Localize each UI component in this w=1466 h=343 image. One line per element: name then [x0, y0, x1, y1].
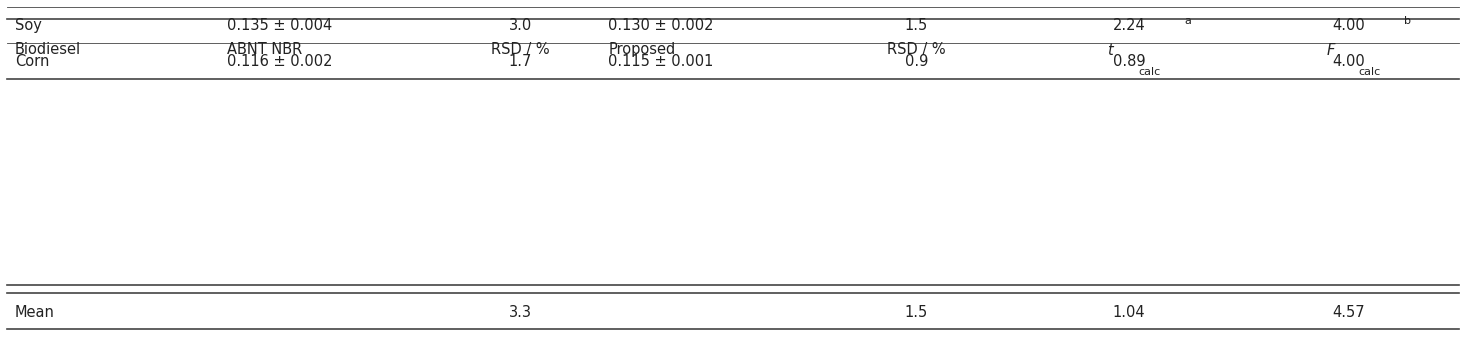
Text: 1.5: 1.5	[905, 18, 928, 33]
Text: 4.00: 4.00	[1333, 18, 1365, 33]
Text: calc: calc	[1358, 67, 1381, 77]
Text: Mean: Mean	[15, 305, 54, 320]
Text: 0.130 ± 0.002: 0.130 ± 0.002	[608, 18, 714, 33]
Text: 1.5: 1.5	[905, 305, 928, 320]
Text: Biodiesel: Biodiesel	[15, 42, 81, 57]
Text: Proposed: Proposed	[608, 42, 676, 57]
Text: 2.24: 2.24	[1113, 18, 1145, 33]
Text: $t$: $t$	[1107, 42, 1116, 58]
Text: 1.7: 1.7	[509, 54, 532, 69]
Text: 1.04: 1.04	[1113, 305, 1145, 320]
Text: calc: calc	[1138, 67, 1161, 77]
Text: 4.57: 4.57	[1333, 305, 1365, 320]
Text: b: b	[1404, 15, 1410, 26]
Text: ABNT NBR: ABNT NBR	[227, 42, 302, 57]
Text: 4.00: 4.00	[1333, 54, 1365, 69]
Text: 0.135 ± 0.004: 0.135 ± 0.004	[227, 18, 333, 33]
Text: a: a	[1185, 15, 1190, 26]
Text: RSD / %: RSD / %	[491, 42, 550, 57]
Text: RSD / %: RSD / %	[887, 42, 946, 57]
Text: 3.3: 3.3	[509, 305, 532, 320]
Text: 0.9: 0.9	[905, 54, 928, 69]
Text: Corn: Corn	[15, 54, 48, 69]
Text: 0.89: 0.89	[1113, 54, 1145, 69]
Text: 0.115 ± 0.001: 0.115 ± 0.001	[608, 54, 714, 69]
Text: Soy: Soy	[15, 18, 41, 33]
Text: 0.116 ± 0.002: 0.116 ± 0.002	[227, 54, 333, 69]
Text: $F$: $F$	[1325, 42, 1337, 58]
Text: 3.0: 3.0	[509, 18, 532, 33]
